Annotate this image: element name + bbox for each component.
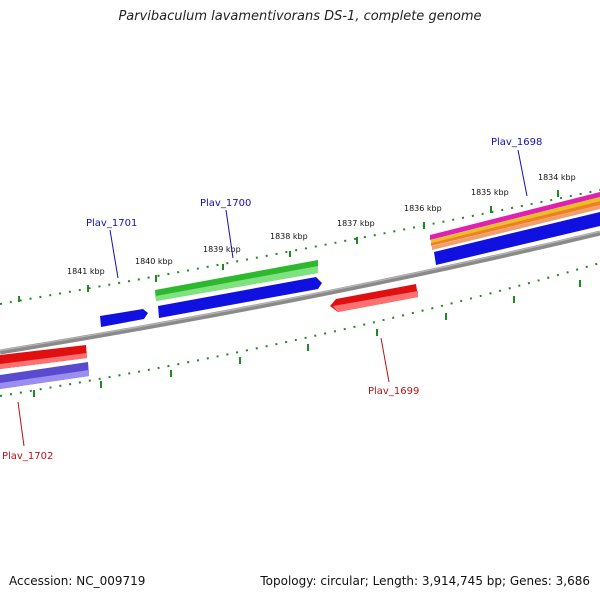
map-title: Parvibaculum lavamentivorans DS-1, compl… (118, 9, 482, 24)
feature-plav-1698-magenta (430, 192, 600, 240)
connector-plav-1701 (109, 229, 119, 279)
genome-info-text: Topology: circular; Length: 3,914,745 bp… (260, 574, 590, 588)
feature-plav-1702-purple-highlight (0, 370, 89, 389)
gene-label-plav-1699: Plav_1699 (368, 386, 419, 397)
connector-plav-1698 (517, 149, 528, 197)
feature-plav-1701 (100, 309, 148, 327)
feature-plav-1698-blue (434, 212, 600, 265)
scale-label: 1837 kbp (337, 219, 375, 228)
feature-plav-1698-salmon (432, 205, 600, 250)
outer-major-ticks (18, 190, 559, 302)
accession-text: Accession: NC_009719 (9, 574, 146, 588)
feature-plav-1700-green-highlight (156, 266, 318, 301)
feature-plav-1698-orange (431, 201, 600, 246)
scale-label: 1840 kbp (135, 257, 173, 266)
feature-plav-1702-red-highlight (0, 353, 87, 369)
scale-label: 1835 kbp (471, 188, 509, 197)
scale-label: 1834 kbp (538, 173, 576, 182)
connector-plav-1700 (225, 209, 234, 259)
feature-plav-1698-yellow (431, 197, 600, 243)
genome-backbone-highlight (0, 230, 600, 352)
connector-plav-1702 (17, 401, 25, 447)
genome-backbone (0, 230, 600, 355)
gene-label-plav-1698: Plav_1698 (491, 137, 542, 148)
scale-label: 1838 kbp (270, 232, 308, 241)
feature-plav-1699-highlight (333, 291, 418, 312)
connector-plav-1699 (380, 337, 390, 383)
inner-tick-ring (0, 262, 600, 397)
gene-label-plav-1701: Plav_1701 (86, 218, 137, 229)
gene-label-plav-1700: Plav_1700 (200, 198, 251, 209)
scale-label: 1836 kbp (404, 204, 442, 213)
inner-major-ticks (33, 280, 581, 397)
gene-label-plav-1702: Plav_1702 (2, 451, 53, 462)
scale-label: 1839 kbp (203, 245, 241, 254)
scale-label: 1841 kbp (67, 267, 105, 276)
feature-plav-1700 (158, 277, 322, 318)
